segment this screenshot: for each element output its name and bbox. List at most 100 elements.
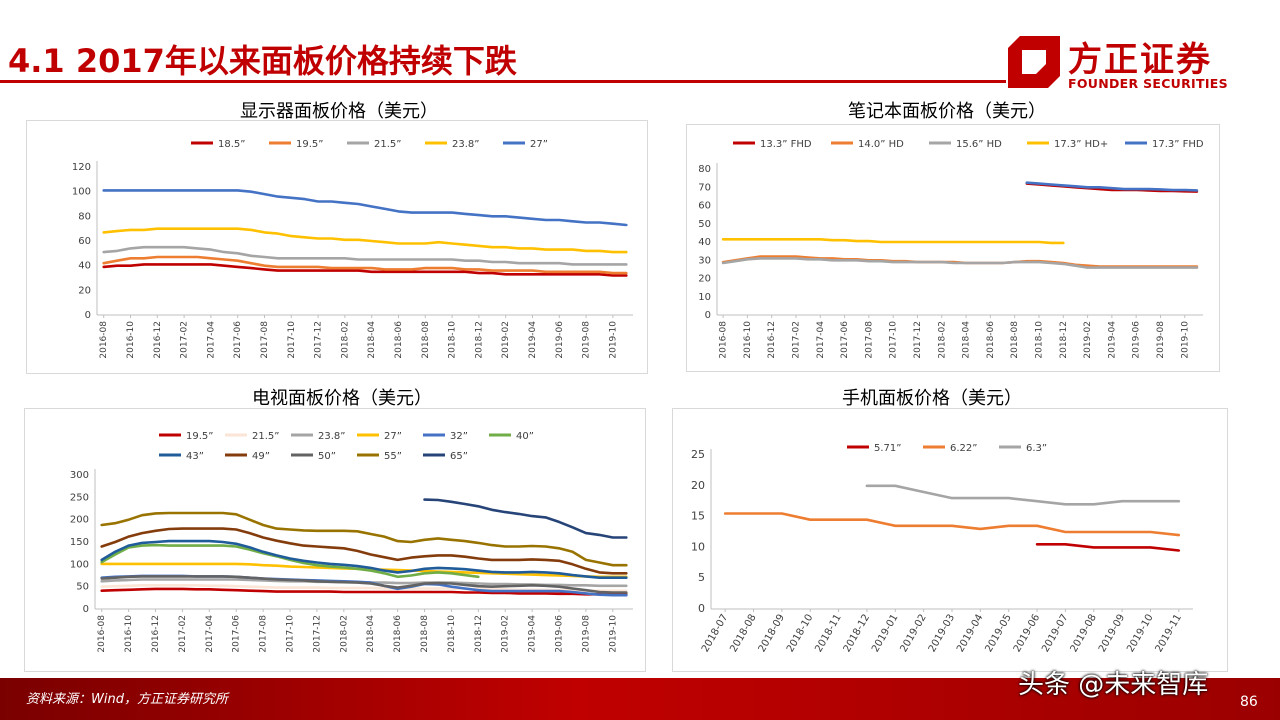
phone-x-tick-label: 2018-10 bbox=[785, 613, 815, 655]
notebook-x-tick-label: 2018-08 bbox=[1010, 321, 1020, 359]
notebook-x-tick-label: 2018-12 bbox=[1059, 321, 1069, 359]
tv-x-tick-label: 2017-02 bbox=[178, 615, 188, 653]
notebook-x-tick-label: 2016-10 bbox=[743, 321, 753, 359]
tv-x-tick-label: 2017-12 bbox=[312, 615, 322, 653]
notebook-x-tick-label: 2018-04 bbox=[962, 321, 972, 359]
notebook-x-tick-label: 2017-06 bbox=[840, 321, 850, 359]
notebook-y-tick-label: 70 bbox=[698, 182, 711, 193]
notebook-x-tick-label: 2019-04 bbox=[1107, 321, 1117, 359]
phone-legend-label: 5.71” bbox=[874, 443, 901, 454]
phone-x-tick-label: 2019-09 bbox=[1097, 613, 1127, 655]
source-note: 资料来源：Wind，方正证券研究所 bbox=[26, 692, 228, 707]
display-legend-label: 27” bbox=[530, 139, 548, 150]
display-x-tick-label: 2018-08 bbox=[421, 321, 431, 359]
tv-series-line-6 bbox=[100, 539, 628, 579]
logo-name-cn: 方正证券 bbox=[1068, 40, 1212, 80]
phone-x-tick-label: 2019-11 bbox=[1154, 613, 1184, 655]
tv-x-tick-label: 2018-10 bbox=[447, 615, 457, 653]
tv-y-tick-label: 50 bbox=[76, 582, 89, 593]
phone-x-tick-label: 2019-01 bbox=[870, 613, 900, 655]
notebook-y-tick-label: 80 bbox=[698, 164, 711, 175]
tv-series-line-1 bbox=[100, 584, 628, 592]
notebook-x-tick-label: 2017-08 bbox=[864, 321, 874, 359]
phone-x-tick-label: 2019-06 bbox=[1012, 613, 1042, 655]
tv-chart-title: 电视面板价格（美元） bbox=[252, 388, 432, 409]
tv-legend-label: 27” bbox=[384, 431, 402, 442]
tv-x-tick-label: 2016-12 bbox=[151, 615, 161, 653]
tv-x-tick-label: 2017-10 bbox=[286, 615, 296, 653]
phone-legend-label: 6.3” bbox=[1026, 443, 1047, 454]
phone-y-tick-label: 15 bbox=[691, 510, 705, 523]
phone-x-tick-label: 2018-08 bbox=[728, 613, 758, 655]
tv-series-line-10 bbox=[423, 498, 628, 539]
phone-y-tick-label: 5 bbox=[698, 571, 705, 584]
display-series-line-1 bbox=[102, 255, 628, 275]
notebook-panel-chart: 0 10 20 30 40 50 60 70 80 2016-08 2016-10 2016-12 20… bbox=[686, 124, 1220, 372]
notebook-legend-label: 17.3” HD+ bbox=[1054, 139, 1108, 150]
phone-y-tick-label: 10 bbox=[691, 540, 705, 553]
display-legend-label: 18.5” bbox=[218, 139, 245, 150]
phone-x-tick-label: 2019-07 bbox=[1040, 613, 1070, 655]
phone-series-line-1 bbox=[723, 512, 1181, 537]
notebook-x-tick-label: 2019-06 bbox=[1132, 321, 1142, 359]
tv-x-tick-label: 2019-06 bbox=[555, 615, 565, 653]
display-chart-svg: 0 20 40 60 80 100 120 2016-08 2016-10 2016-12 2017… bbox=[72, 139, 633, 359]
display-y-tick-label: 60 bbox=[78, 236, 91, 247]
tv-panel-chart: 0 50 100 150 200 250 300 2016-08 2016-10 2016-12 2… bbox=[24, 408, 646, 672]
display-chart-title: 显示器面板价格（美元） bbox=[240, 101, 438, 122]
display-x-tick-label: 2017-04 bbox=[206, 321, 216, 359]
tv-series-line-5 bbox=[100, 543, 480, 579]
display-y-tick-label: 20 bbox=[78, 285, 91, 296]
display-x-tick-label: 2016-12 bbox=[153, 321, 163, 359]
display-x-tick-label: 2018-10 bbox=[448, 321, 458, 359]
notebook-x-tick-label: 2016-12 bbox=[767, 321, 777, 359]
tv-x-tick-label: 2018-06 bbox=[393, 615, 403, 653]
tv-x-tick-label: 2019-08 bbox=[581, 615, 591, 653]
display-x-tick-label: 2019-02 bbox=[501, 321, 511, 359]
phone-legend-label: 6.22” bbox=[950, 443, 977, 454]
tv-y-tick-label: 0 bbox=[83, 604, 89, 615]
tv-x-tick-label: 2019-10 bbox=[608, 615, 618, 653]
tv-series-line-0 bbox=[100, 587, 628, 596]
tv-legend-label: 55” bbox=[384, 451, 402, 462]
notebook-x-tick-label: 2017-10 bbox=[889, 321, 899, 359]
display-series-line-0 bbox=[102, 263, 628, 277]
display-x-tick-label: 2018-06 bbox=[394, 321, 404, 359]
tv-y-tick-label: 150 bbox=[70, 537, 89, 548]
phone-series-line-2 bbox=[865, 484, 1181, 506]
display-y-tick-label: 120 bbox=[72, 162, 91, 173]
notebook-x-tick-label: 2018-02 bbox=[937, 321, 947, 359]
tv-x-tick-label: 2017-04 bbox=[205, 615, 215, 653]
notebook-y-tick-label: 50 bbox=[698, 219, 711, 230]
tv-legend-label: 40” bbox=[516, 431, 534, 442]
display-legend-label: 21.5” bbox=[374, 139, 401, 150]
display-x-tick-label: 2016-08 bbox=[99, 321, 109, 359]
brand-logo: 方正证券 FOUNDER SECURITIES bbox=[1004, 34, 1280, 94]
notebook-x-tick-label: 2019-08 bbox=[1156, 321, 1166, 359]
notebook-legend-label: 15.6” HD bbox=[956, 139, 1002, 150]
tv-x-tick-label: 2018-08 bbox=[420, 615, 430, 653]
display-x-tick-label: 2019-10 bbox=[608, 321, 618, 359]
notebook-legend-label: 13.3” FHD bbox=[760, 139, 812, 150]
display-x-tick-label: 2017-10 bbox=[287, 321, 297, 359]
notebook-y-tick-label: 10 bbox=[698, 292, 711, 303]
watermark: 头条 @未来智库 bbox=[1018, 670, 1209, 700]
tv-y-tick-label: 250 bbox=[70, 492, 89, 503]
phone-x-tick-label: 2019-05 bbox=[983, 613, 1013, 655]
logo-name-en: FOUNDER SECURITIES bbox=[1068, 76, 1228, 91]
tv-x-tick-label: 2019-04 bbox=[528, 615, 538, 653]
tv-y-tick-label: 300 bbox=[70, 470, 89, 481]
display-y-tick-label: 100 bbox=[72, 187, 91, 198]
notebook-y-tick-label: 60 bbox=[698, 201, 711, 212]
tv-legend-label: 23.8” bbox=[318, 431, 345, 442]
display-x-tick-label: 2018-12 bbox=[474, 321, 484, 359]
notebook-x-tick-label: 2018-06 bbox=[986, 321, 996, 359]
notebook-y-tick-label: 0 bbox=[705, 310, 711, 321]
tv-legend-label: 19.5” bbox=[186, 431, 213, 442]
tv-y-tick-label: 100 bbox=[70, 559, 89, 570]
display-panel-chart: 0 20 40 60 80 100 120 2016-08 2016-10 2016-12 2017… bbox=[26, 120, 648, 374]
phone-x-tick-label: 2018-11 bbox=[813, 613, 843, 655]
notebook-x-tick-label: 2019-02 bbox=[1083, 321, 1093, 359]
tv-x-tick-label: 2018-12 bbox=[474, 615, 484, 653]
tv-series-line-7 bbox=[100, 527, 628, 575]
